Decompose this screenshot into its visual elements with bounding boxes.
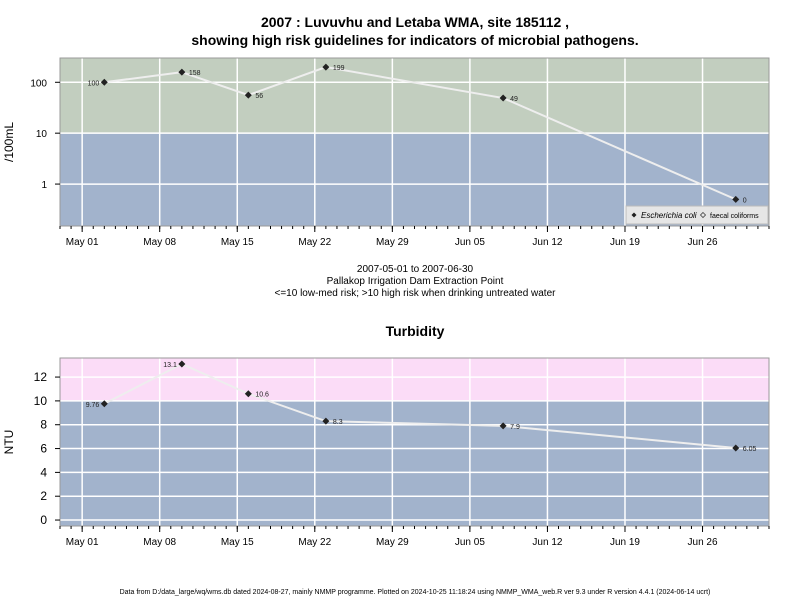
y-tick-label: 6 (40, 442, 47, 456)
data-point (100, 400, 108, 408)
turbidity-title: Turbidity (385, 323, 445, 339)
data-point (100, 78, 108, 86)
y-tick-label: 10 (34, 394, 48, 408)
x-tick-label: May 15 (221, 537, 254, 548)
y-axis-label: /100mL (2, 122, 16, 162)
legend-marker-faecal-coliforms (699, 211, 707, 219)
x-tick-label: May 29 (376, 537, 409, 548)
y-tick-label: 100 (30, 78, 47, 89)
x-tick-label: May 01 (66, 237, 99, 248)
data-label: 49 (510, 96, 518, 103)
microbial-chart: 1 10 100 May 01 May 08 May 15 May 22 May 29 Jun … (2, 57, 770, 248)
data-label: 13.1 (163, 362, 177, 369)
legend-label-faecal-coliforms: faecal coliforms (710, 213, 759, 220)
data-label: 199 (333, 65, 345, 72)
risk-guideline-text: <=10 low-med risk; >10 high risk when dr… (274, 288, 556, 299)
x-tick-label: Jun 05 (455, 237, 485, 248)
data-label: 10.6 (255, 392, 269, 399)
data-label: 0 (743, 197, 747, 204)
data-point (732, 444, 740, 452)
data-label: 100 (88, 80, 100, 87)
x-tick-label: May 01 (66, 537, 99, 548)
legend: Escherichia coli faecal coliforms (625, 205, 769, 225)
x-tick-label: Jun 26 (688, 237, 718, 248)
chart-title-line2: showing high risk guidelines for indicat… (191, 32, 639, 48)
series-line (104, 66, 737, 201)
x-tick-label: Jun 12 (532, 537, 562, 548)
x-tick-label: Jun 19 (610, 237, 640, 248)
y-tick-label: 12 (34, 370, 48, 384)
data-point (322, 63, 330, 71)
y-tick-label: 2 (40, 489, 47, 503)
x-tick-label: May 29 (376, 237, 409, 248)
data-label: 7.9 (510, 424, 520, 431)
date-range-text: 2007-05-01 to 2007-06-30 (356, 264, 474, 275)
data-point (322, 417, 330, 425)
high-risk-band (60, 58, 769, 134)
data-label: 56 (255, 93, 263, 100)
x-tick-label: May 22 (298, 537, 331, 548)
x-tick-label: May 22 (298, 237, 331, 248)
turbidity-chart: 0 2 4 6 8 10 12 May 01 May 08 May 15 May 22 May 29 J… (2, 357, 770, 548)
data-source-footer: Data from D:/data_large/wq/wms.db dated … (119, 589, 711, 596)
x-tick-label: Jun 05 (455, 537, 485, 548)
data-point (178, 360, 186, 368)
y-axis-label: NTU (2, 430, 16, 455)
data-point (499, 94, 507, 102)
y-tick-label: 10 (36, 129, 48, 140)
data-label: 6.05 (743, 446, 757, 453)
data-point (178, 68, 186, 76)
x-tick-label: Jun 12 (532, 237, 562, 248)
data-point (244, 91, 252, 99)
y-tick-label: 1 (41, 180, 47, 191)
x-tick-label: Jun 26 (688, 537, 718, 548)
series-line (103, 362, 736, 449)
y-tick-label: 8 (40, 418, 47, 432)
data-point (732, 195, 740, 203)
x-tick-label: May 15 (221, 237, 254, 248)
chart-title-line1: 2007 : Luvuvhu and Letaba WMA, site 1851… (260, 14, 570, 30)
data-point (244, 390, 252, 398)
data-label: 8.3 (333, 419, 343, 426)
y-tick-label: 0 (40, 513, 47, 527)
x-tick-label: May 08 (143, 537, 176, 548)
data-label: 158 (189, 70, 201, 77)
y-tick-label: 4 (40, 465, 47, 479)
data-point (499, 422, 507, 430)
site-name-text: Pallakop Irrigation Dam Extraction Point (326, 276, 504, 287)
legend-box (625, 205, 769, 225)
data-label: 9.76 (86, 402, 100, 409)
x-tick-label: Jun 19 (610, 537, 640, 548)
legend-label-escherichia-coli: Escherichia coli (641, 211, 697, 220)
x-tick-label: May 08 (143, 237, 176, 248)
legend-marker-escherichia-coli (631, 212, 637, 218)
low-risk-band (60, 400, 769, 526)
